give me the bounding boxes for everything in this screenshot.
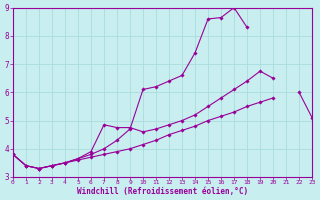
X-axis label: Windchill (Refroidissement éolien,°C): Windchill (Refroidissement éolien,°C) [77, 187, 248, 196]
